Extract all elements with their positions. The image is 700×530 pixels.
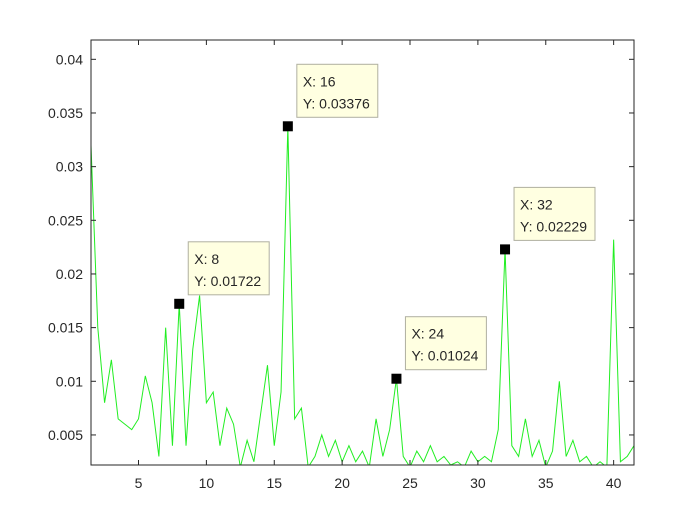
y-tick-label: 0.04 — [56, 51, 83, 67]
datatip-marker — [174, 298, 185, 309]
datatip-text: Y: 0.02229 — [520, 218, 587, 234]
datatip-box — [296, 63, 379, 118]
datatip-marker — [391, 373, 402, 384]
x-tick-label: 15 — [266, 475, 282, 491]
datatip-box — [513, 186, 596, 241]
datatip-text: X: 8 — [194, 251, 219, 267]
y-tick-label: 0.035 — [48, 105, 83, 121]
datatip-box — [404, 316, 487, 371]
y-tick-label: 0.025 — [48, 212, 83, 228]
y-tick-label: 0.005 — [48, 427, 83, 443]
x-tick-label: 35 — [538, 475, 554, 491]
datatip-marker — [282, 121, 293, 132]
y-tick-label: 0.015 — [48, 320, 83, 336]
datatip-text: X: 32 — [520, 196, 553, 212]
datatip-text: Y: 0.01722 — [194, 273, 261, 289]
x-tick-label: 40 — [606, 475, 622, 491]
datatip-text: Y: 0.01024 — [411, 348, 478, 364]
y-tick-label: 0.03 — [56, 159, 83, 175]
x-tick-label: 25 — [402, 475, 418, 491]
datatip: X: 8 Y: 0.01722 — [174, 241, 270, 309]
y-tick-label: 0.01 — [56, 373, 83, 389]
x-tick-label: 30 — [470, 475, 486, 491]
datatip: X: 24 Y: 0.01024 — [391, 316, 487, 384]
axes-box — [90, 39, 635, 466]
x-tick-label: 10 — [199, 475, 215, 491]
x-tick-label: 20 — [334, 475, 350, 491]
x-tick-label: 5 — [135, 475, 143, 491]
datatip: X: 32 Y: 0.02229 — [500, 186, 596, 255]
datatip-text: Y: 0.03376 — [303, 95, 370, 111]
datatip-text: X: 24 — [411, 326, 444, 342]
line — [91, 126, 634, 465]
datatip-text: X: 16 — [303, 73, 336, 89]
y-tick-label: 0.02 — [56, 266, 83, 282]
datatip-marker — [500, 244, 511, 255]
datatip: X: 16 Y: 0.03376 — [282, 63, 379, 132]
datatip-box — [187, 241, 270, 296]
